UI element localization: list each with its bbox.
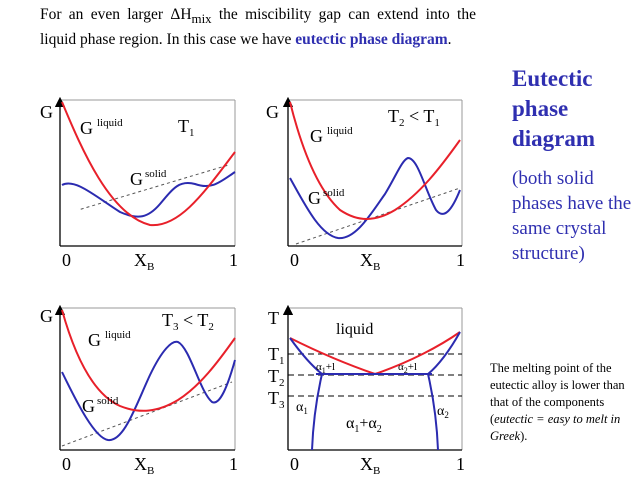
panel-4-liquid-label: liquid xyxy=(336,321,373,338)
intro-text-1: For an even larger ΔH xyxy=(40,6,192,23)
panel-2-x-label: XB xyxy=(360,250,380,273)
side-title: Eutectic phase diagram xyxy=(512,66,596,151)
panel-4-solidus-left xyxy=(289,337,323,375)
panel-3-solid-curve xyxy=(61,340,236,441)
melting-note-italic: eutectic = easy to melt in Greek xyxy=(490,412,621,443)
panel-2-x0: 0 xyxy=(290,250,299,270)
panel-2-solid-curve xyxy=(289,156,461,240)
panel-1-temp: T1 xyxy=(178,116,195,139)
panel-3-x1: 1 xyxy=(229,454,238,474)
panel-4-alpha1-liquid: α1+l xyxy=(316,361,335,375)
melting-note-text-1: The melting point of the eutectic alloy … xyxy=(490,361,625,426)
panel-3-liquid-curve xyxy=(61,309,236,412)
panel-4-alpha1-alpha2-label: α1+α2 xyxy=(346,415,382,435)
panel-3-x-label: XB xyxy=(134,454,154,477)
panel-4-solvus-right xyxy=(427,373,439,451)
panel-1-solid-curve xyxy=(61,171,236,218)
panel-2-x1: 1 xyxy=(456,250,465,270)
panel-1-x1: 1 xyxy=(229,250,238,270)
panel-3-x0: 0 xyxy=(62,454,71,474)
panel-1-y-label: G xyxy=(40,102,53,122)
intro-end: . xyxy=(447,31,452,49)
panel-4-t3-label: T3 xyxy=(268,388,285,411)
panel-4-alpha2-label: α2 xyxy=(437,404,449,420)
panel-2-common-tangent xyxy=(295,187,461,245)
panel-4-alpha1-label: α1 xyxy=(296,400,308,416)
panel-4-x1: 1 xyxy=(456,454,465,474)
panel-4-solidus-right xyxy=(427,331,461,375)
panel-3-common-tangent xyxy=(61,381,233,447)
panel-3-temp: T3 < T2 xyxy=(162,310,214,333)
panel-3-y-label: G xyxy=(40,306,53,326)
melting-note-text-2: ). xyxy=(520,429,528,443)
panel-4-x0: 0 xyxy=(290,454,299,474)
intro-paragraph: For an even larger ΔHmix the miscibility… xyxy=(40,4,476,50)
side-note: (both solid phases have the same crystal… xyxy=(512,168,632,264)
panel-4-y-label: T xyxy=(268,308,279,328)
panel-4-solvus-left xyxy=(311,373,323,451)
intro-text-2: the miscibility gap can extend into the … xyxy=(40,6,476,49)
intro-highlight: eutectic phase diagram xyxy=(295,31,448,49)
panel-2-y-label: G xyxy=(266,102,279,122)
panel-1-liquid-curve xyxy=(61,101,236,227)
panel-4-alpha2-liquid: α2+l xyxy=(398,361,417,375)
panel-4-x-label: XB xyxy=(360,454,380,477)
panel-4: T liquid T1 T2 T3 α1+l α2+l α1 α2 α1+α2 … xyxy=(268,304,465,477)
melting-point-note: The melting point of the eutectic alloy … xyxy=(490,360,636,445)
panel-2-temp: T2 < T1 xyxy=(388,106,440,129)
panel-2-liquid-curve xyxy=(289,101,461,220)
panel-4-t1-label: T1 xyxy=(268,344,285,367)
panel-1-x0: 0 xyxy=(62,250,71,270)
intro-mix-subscript: mix xyxy=(191,11,212,27)
panel-4-t2-label: T2 xyxy=(268,366,285,389)
panel-1-x-label: XB xyxy=(134,250,154,273)
